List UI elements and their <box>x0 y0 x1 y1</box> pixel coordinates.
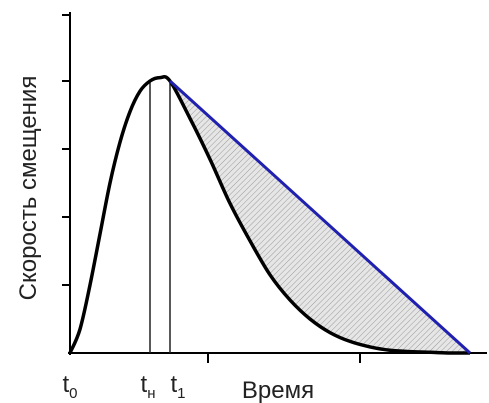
series-layer <box>68 75 472 355</box>
approximation-line <box>168 79 472 355</box>
y-axis-label: Скорость смещения <box>15 76 42 301</box>
velocity-curve-line <box>68 75 471 355</box>
time-markers <box>149 81 171 353</box>
marker-labels: t0 tн t1 <box>62 371 185 402</box>
marker-label-1: tн <box>141 371 156 402</box>
x-axis-label: Время <box>242 377 314 403</box>
marker-label-2: t1 <box>170 371 185 402</box>
marker-label-0: t0 <box>62 371 77 402</box>
